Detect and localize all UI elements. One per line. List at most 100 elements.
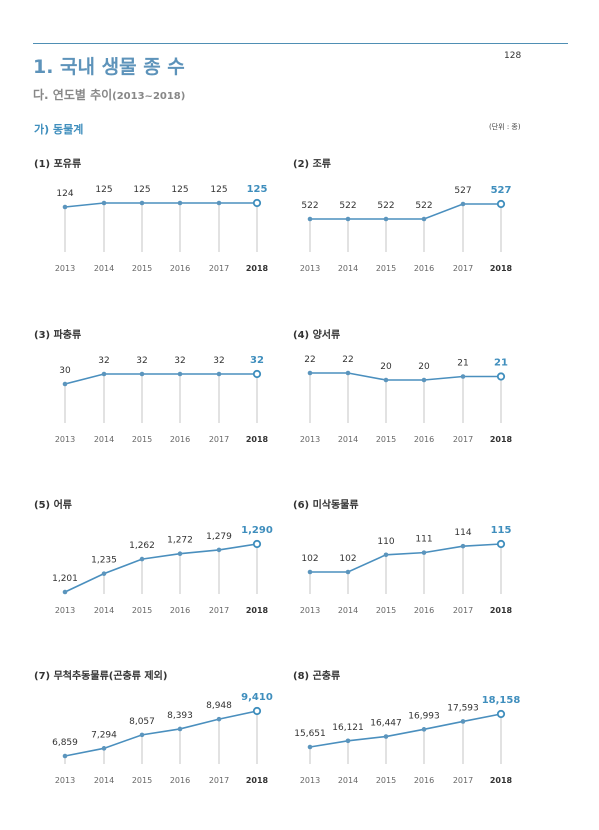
invertebrates-year-label-2016: 2016 <box>170 776 190 785</box>
amphibians-value-label-2017: 21 <box>457 359 468 369</box>
invertebrates-year-label-2014: 2014 <box>94 776 114 785</box>
chart-title-birds: (2) 조류 <box>293 159 331 170</box>
invertebrates-value-label-2017: 8,948 <box>206 701 232 711</box>
urochordates-year-label-2015: 2015 <box>376 606 396 615</box>
chart-title-amphibians: (4) 양서류 <box>293 330 341 341</box>
mammals-value-label-2015: 125 <box>133 185 150 195</box>
urochordates-value-label-2015: 110 <box>377 537 394 547</box>
chart-title-mammals: (1) 포유류 <box>34 159 82 170</box>
fishes-year-label-2017: 2017 <box>209 606 229 615</box>
chart-title-urochordates: (6) 미삭동물류 <box>293 500 359 511</box>
invertebrates-value-label-2018: 9,410 <box>241 692 273 703</box>
amphibians-year-label-2013: 2013 <box>300 435 320 444</box>
urochordates-point-2016 <box>421 550 427 555</box>
invertebrates-point-2014 <box>101 746 107 751</box>
birds-year-label-2015: 2015 <box>376 264 396 273</box>
insects-point-2014 <box>345 738 351 744</box>
unit-label: (단위 : 종) <box>489 123 521 131</box>
birds-value-label-2015: 522 <box>377 201 394 211</box>
fishes-year-label-2015: 2015 <box>132 606 152 615</box>
chart-title-invertebrates: (7) 무척추동물류(곤충류 제외) <box>34 671 168 682</box>
birds-series-line <box>310 203 501 220</box>
urochordates-year-label-2017: 2017 <box>453 606 473 615</box>
fishes-year-label-2013: 2013 <box>55 606 75 615</box>
birds-point-2016 <box>421 216 427 222</box>
urochordates-year-label-2013: 2013 <box>300 606 320 615</box>
section-title: 가) 동물계 <box>34 123 84 136</box>
insects-value-label-2017: 17,593 <box>447 703 479 713</box>
amphibians-series-line <box>310 372 501 381</box>
insects-year-label-2017: 2017 <box>453 776 473 785</box>
birds-value-label-2016: 522 <box>415 201 432 211</box>
invertebrates-value-label-2016: 8,393 <box>167 711 193 721</box>
insects-value-label-2014: 16,121 <box>332 723 364 733</box>
invertebrates-year-label-2013: 2013 <box>55 776 75 785</box>
fishes-value-label-2013: 1,201 <box>52 574 78 584</box>
urochordates-value-label-2018: 115 <box>491 525 512 536</box>
amphibians-point-2015 <box>383 377 389 383</box>
fishes-value-label-2018: 1,290 <box>241 525 273 536</box>
page-number: 128 <box>504 51 522 61</box>
mammals-value-label-2013: 124 <box>56 189 73 199</box>
mammals-year-label-2014: 2014 <box>94 264 114 273</box>
urochordates-value-label-2013: 102 <box>301 554 318 564</box>
birds-year-label-2017: 2017 <box>453 264 473 273</box>
urochordates-point-2014 <box>345 569 351 575</box>
reptiles-point-2018 <box>252 369 262 379</box>
insects-value-label-2018: 18,158 <box>482 695 521 706</box>
insects-value-label-2013: 15,651 <box>294 729 326 739</box>
birds-value-label-2018: 527 <box>491 185 512 196</box>
amphibians-year-label-2014: 2014 <box>338 435 358 444</box>
amphibians-point-2013 <box>307 370 313 376</box>
fishes-year-label-2016: 2016 <box>170 606 190 615</box>
reptiles-value-label-2016: 32 <box>174 356 185 366</box>
fishes-point-2017 <box>216 547 222 553</box>
mammals-point-2013 <box>62 204 68 210</box>
fishes-point-2018 <box>252 539 262 549</box>
reptiles-year-label-2018: 2018 <box>246 435 269 444</box>
birds-point-2013 <box>307 216 313 222</box>
insects-year-label-2014: 2014 <box>338 776 358 785</box>
fishes-point-2016 <box>177 551 183 557</box>
mammals-point-2014 <box>101 200 107 206</box>
reptiles-value-label-2015: 32 <box>136 356 147 366</box>
insects-year-label-2013: 2013 <box>300 776 320 785</box>
urochordates-value-label-2017: 114 <box>454 528 471 538</box>
birds-point-2017 <box>460 201 466 207</box>
amphibians-value-label-2013: 22 <box>304 355 315 365</box>
mammals-value-label-2018: 125 <box>247 184 268 195</box>
fishes-year-label-2014: 2014 <box>94 606 114 615</box>
mammals-value-label-2016: 125 <box>171 185 188 195</box>
top-rule <box>33 43 568 44</box>
invertebrates-value-label-2014: 7,294 <box>91 730 117 740</box>
urochordates-value-label-2016: 111 <box>415 535 432 545</box>
invertebrates-year-label-2018: 2018 <box>246 776 269 785</box>
invertebrates-point-2018 <box>252 706 262 716</box>
urochordates-year-label-2016: 2016 <box>414 606 434 615</box>
urochordates-point-2018 <box>496 539 506 549</box>
reptiles-value-label-2013: 30 <box>59 366 71 376</box>
insects-value-label-2016: 16,993 <box>408 711 440 721</box>
mammals-value-label-2017: 125 <box>210 185 227 195</box>
insects-year-label-2016: 2016 <box>414 776 434 785</box>
amphibians-year-label-2017: 2017 <box>453 435 473 444</box>
reptiles-year-label-2014: 2014 <box>94 435 114 444</box>
invertebrates-point-2013 <box>62 753 68 759</box>
amphibians-value-label-2016: 20 <box>418 362 430 372</box>
fishes-value-label-2014: 1,235 <box>91 556 117 566</box>
insects-series-line <box>309 713 502 748</box>
urochordates-year-label-2014: 2014 <box>338 606 358 615</box>
invertebrates-series-line <box>64 710 258 757</box>
mammals-year-label-2017: 2017 <box>209 264 229 273</box>
invertebrates-year-label-2015: 2015 <box>132 776 152 785</box>
fishes-year-label-2018: 2018 <box>246 606 269 615</box>
page-subtitle: 다. 연도별 추이(2013~2018) <box>33 86 185 103</box>
mammals-value-label-2014: 125 <box>95 185 112 195</box>
invertebrates-point-2015 <box>139 732 145 738</box>
birds-point-2014 <box>345 216 351 222</box>
chart-title-reptiles: (3) 파충류 <box>34 330 82 341</box>
subtitle-text: 다. 연도별 추이 <box>33 88 113 102</box>
reptiles-year-label-2017: 2017 <box>209 435 229 444</box>
reptiles-series-line <box>64 373 257 385</box>
